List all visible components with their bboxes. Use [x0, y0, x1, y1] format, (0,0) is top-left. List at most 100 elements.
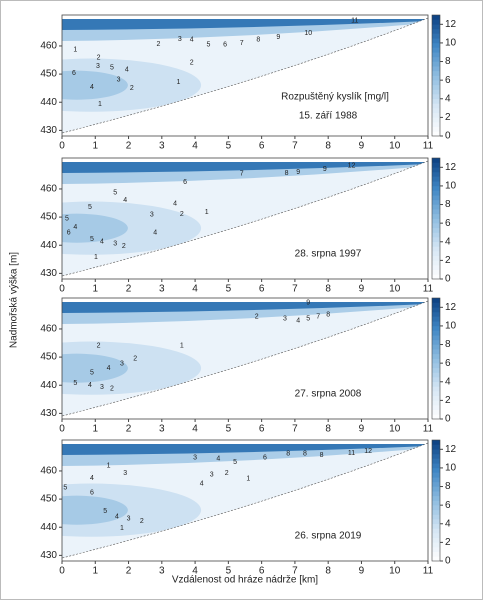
contour-label: 6: [90, 490, 94, 497]
contour-label: 9: [276, 34, 280, 41]
contour-label: 7: [316, 314, 320, 321]
x-tick-label: 0: [59, 566, 65, 577]
x-tick-label: 9: [359, 141, 365, 152]
mid-core: [62, 213, 128, 243]
colorbar-tick-label: 12: [445, 302, 457, 313]
x-tick-label: 6: [259, 141, 265, 152]
colorbar-band: [432, 495, 440, 501]
colorbar-frame: [431, 297, 441, 420]
colorbar-band: [432, 181, 440, 187]
contour-label: 6: [72, 70, 76, 77]
contour-label: 5: [233, 459, 237, 466]
colorbar-band: [432, 122, 440, 127]
colorbar-tick-label: 4: [445, 93, 451, 104]
colorbar-band: [432, 131, 440, 137]
contour-label: 12: [364, 448, 372, 455]
contour-label: 4: [115, 514, 119, 521]
x-tick-label: 0: [59, 424, 65, 435]
colorbar-band: [432, 547, 440, 552]
contour-label: 4: [100, 239, 104, 246]
x-tick-label: 3: [159, 566, 165, 577]
colorbar-band: [432, 251, 440, 257]
y-tick-label: 450: [40, 69, 57, 80]
colorbar-tick-label: 2: [445, 255, 451, 266]
x-tick-label: 7: [292, 141, 298, 152]
x-tick-label: 9: [359, 566, 365, 577]
surface-core: [62, 162, 428, 173]
colorbar-band: [432, 467, 440, 473]
x-tick-label: 10: [389, 424, 401, 435]
colorbar-band: [432, 339, 440, 345]
contour-label: 7: [240, 171, 244, 178]
contour-label: 3: [117, 77, 121, 84]
colorbar-band: [432, 458, 440, 464]
y-tick-label: 460: [40, 184, 57, 195]
x-tick-label: 11: [423, 566, 434, 577]
colorbar-band: [432, 444, 440, 450]
y-tick-label: 450: [40, 212, 57, 223]
contour-label: 4: [88, 382, 92, 389]
colorbar-band: [432, 241, 440, 247]
colorbar-band: [432, 363, 440, 369]
y-axis-label: Nadmořská výška [m]: [9, 252, 20, 348]
contour-label: 4: [173, 201, 177, 208]
contour-label: 2: [122, 243, 126, 250]
colorbar-band: [432, 551, 440, 557]
contour-label: 6: [263, 455, 267, 462]
colorbar-band: [432, 381, 440, 387]
contour-label: 3: [210, 472, 214, 479]
contour-label: 8: [286, 451, 290, 458]
contour-label: 1: [120, 525, 124, 532]
colorbar-band: [432, 162, 440, 168]
contour-label: 1: [94, 254, 98, 261]
colorbar-band: [432, 38, 440, 44]
colorbar-band: [432, 66, 440, 72]
x-axis-label: Vzdálenost od hráze nádrže [km]: [172, 575, 318, 586]
colorbar-band: [432, 307, 440, 313]
contour-label: 8: [326, 312, 330, 319]
colorbar-tick-label: 12: [445, 162, 457, 173]
contour-label: 2: [157, 41, 161, 48]
x-tick-label: 1: [92, 284, 98, 295]
colorbar-band: [432, 537, 440, 543]
contour-label: 4: [90, 475, 94, 482]
colorbar-band: [432, 24, 440, 30]
contour-fill: [62, 443, 428, 558]
x-tick-label: 1: [92, 141, 98, 152]
x-tick-label: 5: [226, 141, 232, 152]
colorbar-band: [432, 409, 440, 415]
colorbar-band: [432, 440, 440, 445]
colorbar-band: [432, 414, 440, 420]
colorbar-band: [432, 330, 440, 336]
contour-label: 2: [225, 470, 229, 477]
colorbar-tick-label: 12: [445, 19, 457, 30]
contour-label: 6: [67, 230, 71, 237]
contour-label: 2: [255, 314, 259, 321]
colorbar-band: [432, 52, 440, 58]
panel-title: 26. srpna 2019: [295, 531, 362, 542]
contour-label: 3: [123, 470, 127, 477]
y-tick-label: 440: [40, 240, 57, 251]
colorbar-band: [432, 47, 440, 53]
contour-label: 5: [206, 42, 210, 49]
x-tick-label: 2: [126, 284, 132, 295]
colorbar-band: [432, 232, 440, 238]
contour-label: 11: [351, 17, 358, 24]
colorbar-band: [432, 358, 440, 364]
contour-label: 5: [63, 485, 67, 492]
colorbar-band: [432, 477, 440, 483]
contour-label: 3: [193, 455, 197, 462]
mid-core: [62, 353, 128, 383]
bed-line: [61, 300, 429, 417]
colorbar-tick-label: 6: [445, 358, 451, 369]
contour-label: 9: [306, 300, 310, 307]
contour-label: 1: [205, 209, 209, 216]
colorbar-band: [432, 486, 440, 492]
colorbar-band: [432, 190, 440, 196]
colorbar-label: Rozpuštěný kyslík [mg/l]: [281, 92, 389, 103]
surface-core: [62, 19, 428, 30]
colorbar-band: [432, 223, 440, 229]
y-tick-label: 460: [40, 466, 57, 477]
colorbar-band: [432, 19, 440, 25]
colorbar-band: [432, 449, 440, 455]
